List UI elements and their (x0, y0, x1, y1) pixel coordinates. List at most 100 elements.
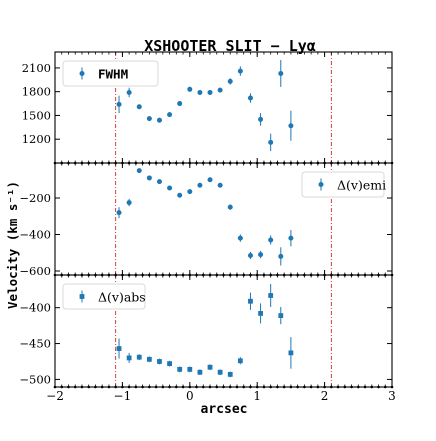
data-point (278, 253, 284, 259)
data-point (136, 168, 142, 174)
data-point (248, 298, 253, 304)
x-tick-dot (228, 385, 232, 389)
legend-label: Δ(v)abs (98, 290, 146, 305)
x-tick-dot (282, 385, 286, 389)
data-point (268, 237, 274, 243)
data-point (258, 116, 264, 122)
data-point (237, 358, 243, 364)
data-point (187, 86, 193, 92)
x-tick-dot (242, 385, 246, 389)
x-tick-dot (181, 385, 185, 389)
data-point (177, 101, 183, 107)
x-tick-dot (94, 385, 97, 389)
data-point (207, 364, 213, 370)
y-tick-label: −600 (19, 264, 51, 278)
data-point (278, 313, 284, 318)
data-point (288, 350, 294, 356)
data-point (237, 235, 243, 241)
x-tick-dot (67, 385, 70, 389)
x-tick-label: 1 (253, 389, 261, 403)
x-tick-dot (350, 385, 353, 389)
legend-box (62, 60, 159, 87)
x-tick-dot (201, 385, 205, 389)
data-point (227, 371, 233, 377)
x-tick-dot (269, 385, 272, 389)
x-tick-dot (148, 385, 151, 389)
data-point (237, 68, 243, 74)
data-point (268, 139, 274, 145)
x-tick-dot (343, 385, 347, 389)
x-tick-dot (330, 385, 333, 389)
x-tick-label: 3 (388, 389, 396, 403)
data-point (156, 179, 162, 185)
data-point (288, 123, 294, 129)
data-point (177, 366, 183, 372)
x-tick-label: 0 (186, 389, 194, 403)
x-tick-label: −1 (114, 389, 132, 403)
y-tick-label: −450 (19, 337, 51, 351)
data-point (187, 366, 193, 372)
x-tick-dot (154, 385, 158, 389)
y-tick-label: 1200 (22, 132, 51, 146)
data-point (116, 346, 122, 351)
data-point (217, 182, 223, 188)
data-point (258, 311, 263, 316)
x-tick-label: 2 (321, 389, 329, 403)
x-tick-dot (175, 385, 178, 389)
x-tick-dot (127, 385, 131, 389)
x-tick-dot (100, 385, 104, 389)
x-tick-dot (383, 385, 387, 389)
data-point (157, 359, 162, 364)
x-axis-label: arcsec (201, 402, 248, 417)
x-tick-dot (363, 385, 367, 389)
data-point (278, 70, 284, 76)
data-point (207, 89, 213, 95)
plot-area: 1200 1500 1800 2100 FWHM −600 −400 −200 Δ(v)emi −… (19, 51, 396, 403)
data-point (126, 355, 132, 361)
x-tick-dot (73, 385, 77, 389)
legend-marker (318, 182, 324, 187)
y-tick-label: −200 (19, 191, 51, 205)
x-tick-dot (235, 385, 239, 389)
x-tick-label: −2 (46, 389, 64, 403)
x-tick-dot (195, 385, 198, 389)
x-tick-dot (370, 385, 374, 389)
data-point (177, 192, 183, 198)
legend-label: FWHM (98, 67, 128, 82)
y-tick-label: 1500 (22, 108, 51, 122)
data-point (136, 104, 142, 110)
data-point (146, 175, 152, 181)
data-point (247, 95, 253, 101)
chart-title: XSHOOTER SLIT − Lyα (144, 37, 316, 55)
data-point (268, 293, 274, 298)
y-tick-label: −500 (19, 372, 51, 386)
y-tick-label: −400 (19, 301, 51, 315)
x-tick-dot (309, 385, 313, 389)
x-tick-dot (168, 385, 171, 389)
x-tick-dot (60, 385, 64, 389)
data-point (167, 185, 173, 191)
legend-box (62, 283, 146, 310)
y-axis-label: Velocity (km s⁻¹) (5, 181, 20, 309)
x-tick-dot (316, 385, 320, 389)
data-point (146, 116, 152, 122)
legend-box (301, 171, 385, 198)
data-point (207, 177, 213, 183)
data-point (126, 89, 132, 95)
legend-marker (79, 294, 85, 299)
data-point (167, 112, 173, 118)
y-tick-label: 1800 (22, 85, 51, 99)
x-tick-dot (249, 385, 252, 389)
data-point (197, 89, 203, 95)
data-point (167, 361, 172, 367)
x-tick-dot (215, 385, 219, 389)
x-tick-dot (80, 385, 84, 389)
data-point (217, 87, 223, 93)
legend-label: Δ(v)emi (337, 178, 386, 193)
data-point (136, 354, 142, 360)
x-tick-dot (296, 385, 299, 389)
x-tick-dot (357, 385, 360, 389)
data-point (187, 189, 193, 195)
